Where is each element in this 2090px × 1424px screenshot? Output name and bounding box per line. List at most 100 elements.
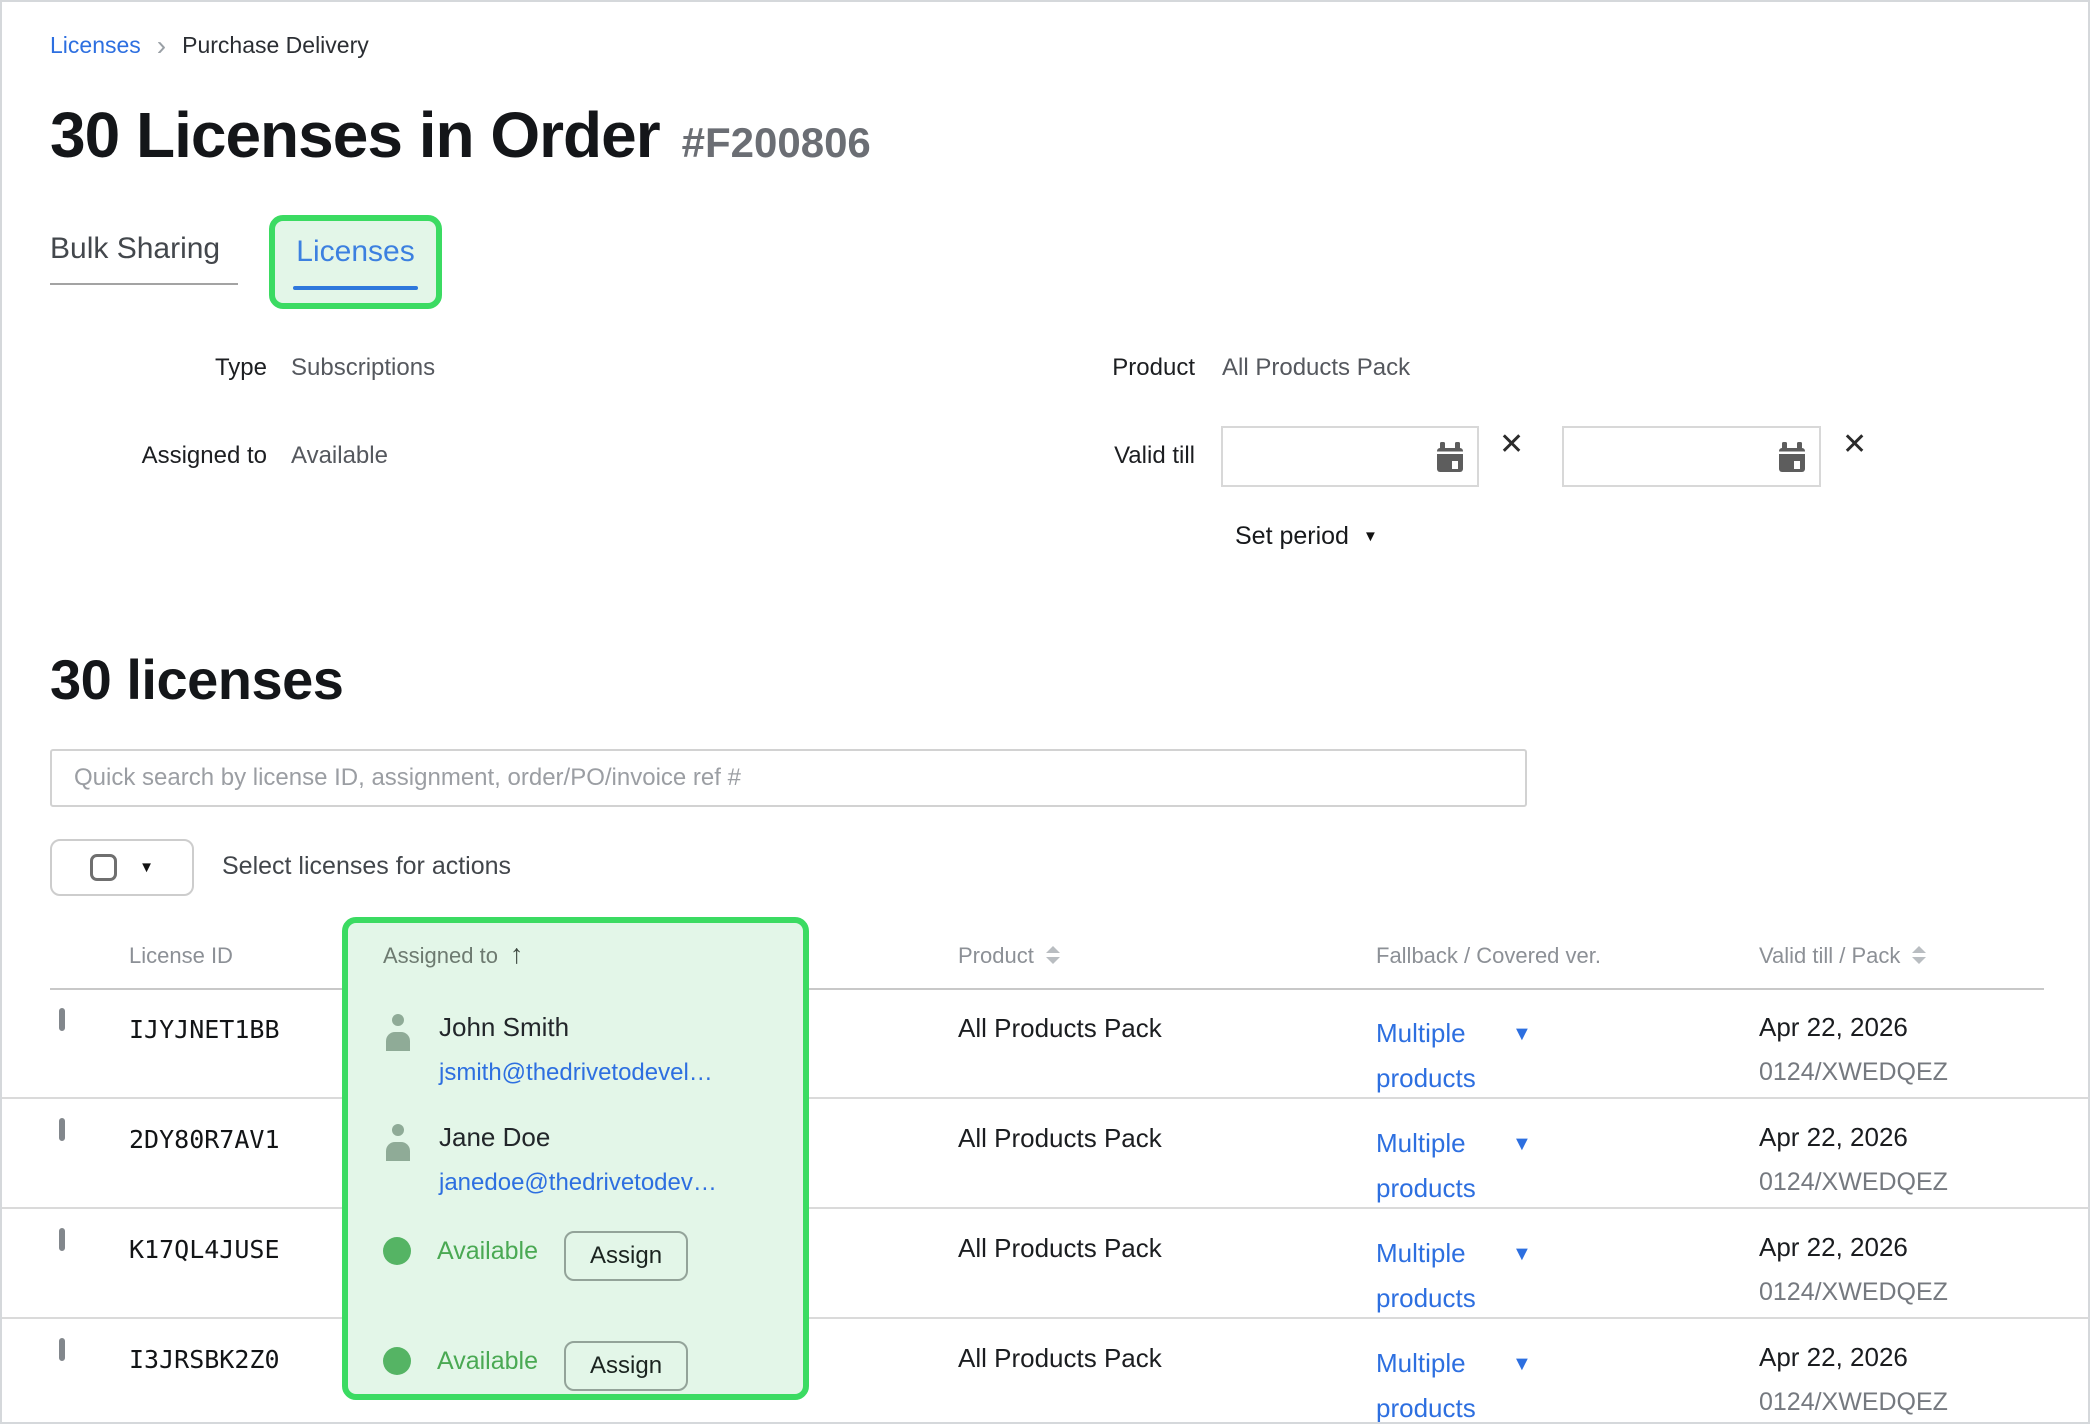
quick-search-input[interactable] [50,749,1527,807]
clear-date-from-icon[interactable]: ✕ [1499,428,1525,461]
valid-till-cell: Apr 22, 2026 0124/XWEDQEZ [1759,1011,2044,1101]
row-checkbox[interactable] [59,1118,65,1141]
filter-valid-till-label: Valid till [1114,442,1195,469]
multiple-products-link[interactable]: Multiple products [1376,1018,1476,1093]
filter-assigned-label: Assigned to [141,442,267,469]
multiple-products-link[interactable]: Multiple products [1376,1348,1476,1423]
license-id: IJYJNET1BB [129,1015,280,1044]
valid-till-cell: Apr 22, 2026 0124/XWEDQEZ [1759,1341,2044,1422]
select-actions-label: Select licenses for actions [222,852,512,880]
table-row: I3JRSBK2Z0 Available Assign All Products… [2,1319,2088,1423]
assigned-to-cell: Jane Doe janedoe@thedrivetodev… [342,1121,958,1211]
chevron-down-icon: ▼ [139,859,154,876]
chevron-down-icon[interactable]: ▼ [1512,1353,1532,1375]
filter-assigned-value[interactable]: Available [291,442,388,469]
license-id: 2DY80R7AV1 [129,1125,280,1154]
multiple-products-link[interactable]: Multiple products [1376,1238,1476,1313]
chevron-down-icon: ▼ [1362,528,1378,545]
assign-button[interactable]: Assign [564,1341,689,1391]
calendar-icon[interactable] [1779,441,1805,472]
chevron-down-icon[interactable]: ▼ [1512,1243,1532,1265]
person-icon [386,1124,410,1161]
product-cell: All Products Pack [958,1233,1162,1263]
header-checkbox-spacer [50,943,129,969]
assignee-name: John Smith [439,1012,570,1042]
valid-till-date: Apr 22, 2026 [1759,1342,1908,1372]
chevron-down-icon[interactable]: ▼ [1512,1023,1532,1045]
pack-ref: 0124/XWEDQEZ [1759,1168,1948,1196]
breadcrumb-licenses-link[interactable]: Licenses [50,32,141,58]
page-title: 30 Licenses in Order [50,99,661,171]
valid-till-date: Apr 22, 2026 [1759,1012,1908,1042]
table-row: IJYJNET1BB John Smith jsmith@thedrivetod… [2,989,2088,1101]
multiple-products-link[interactable]: Multiple products [1376,1128,1476,1203]
assignee-email-link[interactable]: janedoe@thedrivetodev… [439,1169,717,1196]
row-checkbox[interactable] [59,1228,65,1251]
column-header-product[interactable]: Product [958,943,1376,969]
row-checkbox[interactable] [59,1008,65,1031]
assignee-email-link[interactable]: jsmith@thedrivetodevel… [439,1059,713,1086]
table-row: K17QL4JUSE Available Assign All Products… [2,1209,2088,1321]
product-cell: All Products Pack [958,1343,1162,1373]
breadcrumb-chevron-icon: › [156,30,167,61]
pack-ref: 0124/XWEDQEZ [1759,1058,1948,1086]
set-period-label: Set period [1235,522,1349,550]
valid-to-date-input[interactable] [1562,426,1821,487]
valid-from-date-input[interactable] [1221,426,1479,487]
status-badge: Available [437,1237,539,1265]
annotation-highlight-licenses-tab: Licenses [269,215,442,309]
clear-date-to-icon[interactable]: ✕ [1842,428,1868,461]
assign-button[interactable]: Assign [564,1231,689,1281]
select-all-dropdown-button[interactable]: ▼ [50,839,194,896]
valid-till-date: Apr 22, 2026 [1759,1232,1908,1262]
sort-ascending-arrow-icon: ↑ [509,939,524,969]
annotation-highlight-assigned-column [342,917,809,1400]
valid-till-cell: Apr 22, 2026 0124/XWEDQEZ [1759,1231,2044,1321]
breadcrumb-current: Purchase Delivery [182,32,369,58]
select-all-checkbox[interactable] [90,854,118,881]
license-id: I3JRSBK2Z0 [129,1345,280,1374]
filter-product-value[interactable]: All Products Pack [1222,354,1411,381]
breadcrumb: Licenses › Purchase Delivery [50,30,369,61]
chevron-down-icon[interactable]: ▼ [1512,1133,1532,1155]
valid-till-date: Apr 22, 2026 [1759,1122,1908,1152]
table-row: 2DY80R7AV1 Jane Doe janedoe@thedrivetode… [2,1099,2088,1211]
pack-ref: 0124/XWEDQEZ [1759,1278,1948,1306]
available-status-dot-icon [383,1347,411,1375]
product-cell: All Products Pack [958,1013,1162,1043]
set-period-dropdown[interactable]: Set period ▼ [1235,522,1378,551]
fallback-cell: Multiple products ▼ [1376,1231,1759,1321]
fallback-cell: Multiple products ▼ [1376,1341,1759,1423]
column-header-fallback: Fallback / Covered ver. [1376,943,1601,968]
fallback-cell: Multiple products ▼ [1376,1121,1759,1211]
order-number: #F200806 [681,119,871,166]
tab-licenses[interactable]: Licenses [296,235,415,268]
product-cell: All Products Pack [958,1123,1162,1153]
tab-licenses-active-underline [293,286,418,290]
fallback-cell: Multiple products ▼ [1376,1011,1759,1101]
licenses-count-heading: 30 licenses [50,648,344,711]
assigned-to-cell: Available Assign [342,1231,958,1321]
filter-type-value[interactable]: Subscriptions [291,354,436,381]
license-id: K17QL4JUSE [129,1235,280,1264]
tab-bulk-sharing-underline [50,283,238,285]
sort-toggle-icon [1912,946,1927,964]
title-row: 30 Licenses in Order #F200806 [50,98,871,172]
assignee-name: Jane Doe [439,1122,551,1152]
column-header-license-id: License ID [129,943,233,968]
status-badge: Available [437,1347,539,1375]
valid-till-cell: Apr 22, 2026 0124/XWEDQEZ [1759,1121,2044,1211]
row-checkbox[interactable] [59,1338,65,1361]
filter-type-label: Type [214,354,267,381]
header-divider [50,988,2044,990]
filter-product-label: Product [1112,354,1195,381]
tab-bulk-sharing[interactable]: Bulk Sharing [50,232,221,265]
calendar-icon[interactable] [1437,441,1463,472]
sort-toggle-icon [1045,946,1060,964]
table-header: License ID Assigned to ↑ Product Fallbac… [2,939,2088,969]
available-status-dot-icon [383,1237,411,1265]
person-icon [386,1014,410,1051]
column-header-valid-till[interactable]: Valid till / Pack [1759,943,2044,969]
assigned-to-cell: John Smith jsmith@thedrivetodevel… [342,1011,958,1101]
column-header-assigned-to[interactable]: Assigned to ↑ [383,939,524,969]
